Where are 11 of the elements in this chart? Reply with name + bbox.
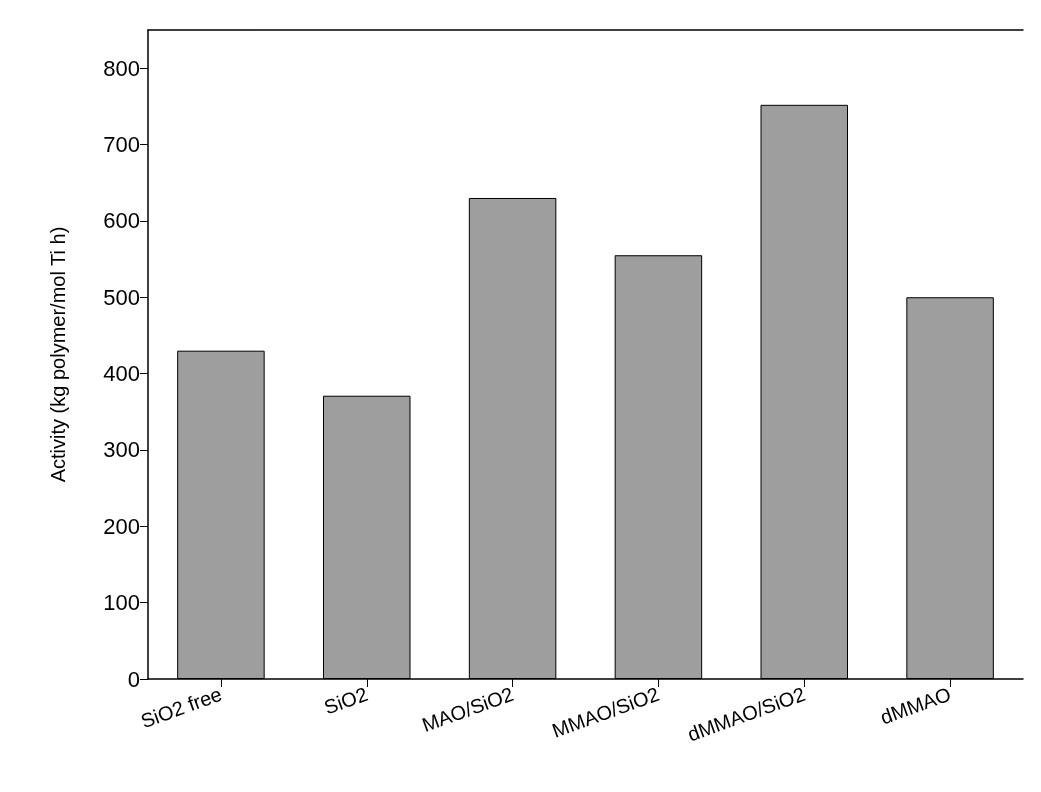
y-tick-label: 200 <box>103 513 140 539</box>
y-tick-label: 0 <box>127 666 140 692</box>
y-tick-label: 500 <box>103 284 140 310</box>
y-tick-label: 600 <box>103 208 140 234</box>
y-tick-label: 700 <box>103 132 140 158</box>
y-tick-label: 100 <box>103 590 140 616</box>
y-tick-label: 400 <box>103 361 140 387</box>
x-tick-label: SiO2 <box>321 682 371 719</box>
y-tick-label: 800 <box>103 55 140 81</box>
y-axis-title: Activity (kg polymer/mol Ti h) <box>47 226 69 483</box>
y-tick-label: 300 <box>103 437 140 463</box>
